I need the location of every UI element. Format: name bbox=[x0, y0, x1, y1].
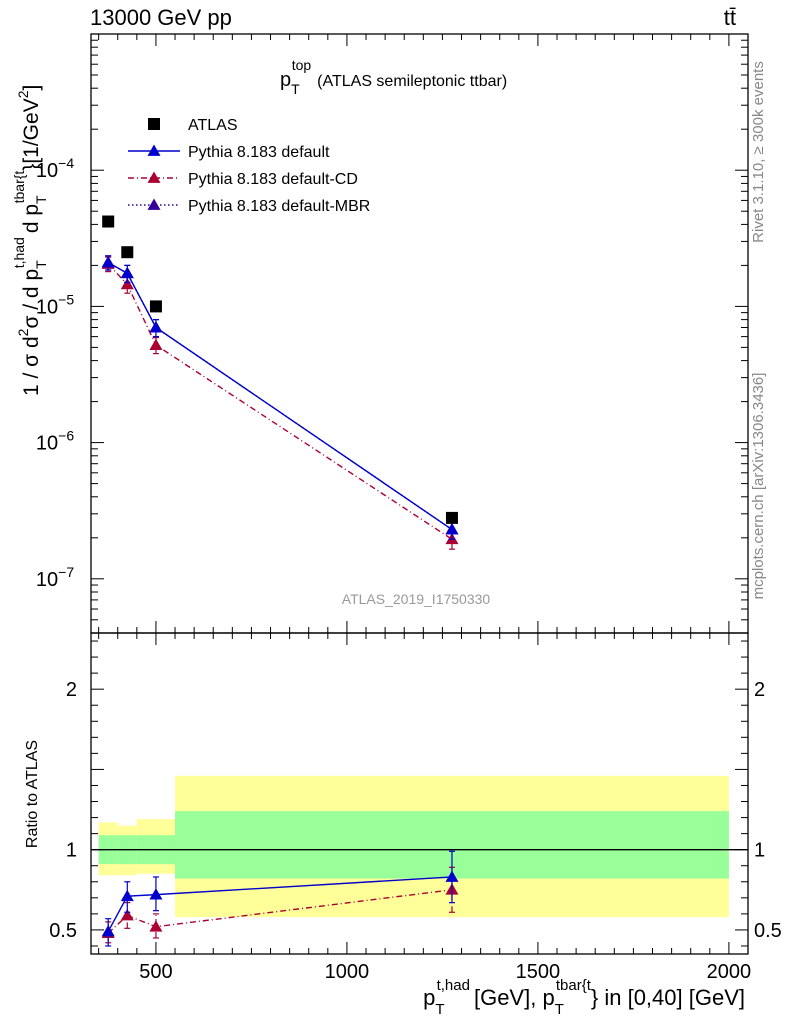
main-title-sub: T bbox=[291, 81, 300, 97]
legend-label: ATLAS bbox=[188, 117, 238, 134]
legend-item: Pythia 8.183 default bbox=[128, 144, 330, 161]
xlabel-part: T bbox=[435, 1001, 444, 1018]
y-tick-label: 10−4 bbox=[36, 155, 74, 182]
legend-item: Pythia 8.183 default-MBR bbox=[128, 198, 370, 215]
ratio-y-tick-label: 2 bbox=[66, 679, 77, 701]
x-tick-label: 1000 bbox=[325, 961, 370, 983]
ratio-marker bbox=[445, 870, 459, 882]
main-marker bbox=[101, 256, 115, 268]
main-data-point bbox=[149, 300, 162, 313]
legend-item: Pythia 8.183 default-CD bbox=[128, 171, 358, 188]
legend-marker bbox=[147, 198, 161, 210]
analysis-label: ATLAS_2019_I1750330 bbox=[342, 591, 491, 607]
ratio-ylabel: Ratio to ATLAS bbox=[24, 740, 41, 848]
xlabel-part: tbar{t bbox=[556, 977, 592, 994]
ylabel-part: } bbox=[20, 164, 43, 171]
x-tick-label: 500 bbox=[139, 961, 172, 983]
ratio-marker bbox=[120, 908, 134, 921]
legend-item: ATLAS bbox=[148, 117, 238, 134]
ratio-y-tick-label-right: 1 bbox=[754, 840, 765, 862]
ratio-y-tick-label: 0.5 bbox=[49, 920, 77, 942]
x-tick-label: 2000 bbox=[707, 961, 752, 983]
mcplots-label: mcplots.cern.ch [arXiv:1306.3436] bbox=[750, 373, 767, 600]
ratio-y-tick-label: 1 bbox=[66, 840, 77, 862]
ratio-series-line bbox=[107, 889, 453, 934]
legend-label: Pythia 8.183 default-MBR bbox=[188, 198, 370, 215]
main-marker bbox=[120, 277, 134, 290]
main-plot-area: 10−7 10−6 10−5 10−4 bbox=[36, 33, 749, 634]
xlabel-part: T bbox=[555, 1001, 564, 1018]
ratio-marker bbox=[149, 920, 163, 932]
legend-marker bbox=[147, 171, 161, 183]
xlabel-part: t,had bbox=[437, 977, 470, 994]
main-series-line bbox=[107, 263, 453, 540]
main-title-rest: (ATLAS semileptonic ttbar) bbox=[317, 73, 507, 90]
main-ylabel: 1 / σ d2σ / d pTt,hadd pTtbar{t}[1/GeV2] bbox=[11, 85, 49, 396]
xlabel-part: [GeV], p bbox=[474, 985, 555, 1010]
ylabel-part: 1 / σ d bbox=[20, 336, 43, 396]
ratio-marker bbox=[149, 888, 163, 900]
ylabel-part: ] bbox=[20, 85, 43, 91]
x-tick-label: 1500 bbox=[516, 961, 561, 983]
legend-label: Pythia 8.183 default-CD bbox=[188, 171, 358, 188]
main-series-line bbox=[107, 261, 453, 531]
rivet-label: Rivet 3.1.10, ≥ 300k events bbox=[750, 61, 767, 243]
ratio-series-line bbox=[107, 876, 453, 932]
ylabel-part: T bbox=[33, 195, 49, 204]
main-data-point bbox=[102, 215, 115, 228]
ratio-y-tick-label-right: 0.5 bbox=[754, 920, 782, 942]
legend-label: Pythia 8.183 default bbox=[188, 144, 330, 161]
ylabel-part: 2 bbox=[15, 328, 31, 336]
ratio-marker bbox=[101, 925, 115, 937]
y-tick-label: 10−7 bbox=[36, 564, 74, 591]
main-marker bbox=[149, 338, 163, 350]
ylabel-part: σ / d p bbox=[20, 269, 43, 329]
ratio-y-tick-label-right: 2 bbox=[754, 679, 765, 701]
xlabel: pTt,had [GeV], pTtbar{t} in [0,40] [GeV] bbox=[423, 977, 745, 1018]
main-title-sup: top bbox=[292, 57, 312, 73]
main-marker bbox=[149, 320, 163, 333]
main-title-p: p bbox=[280, 69, 291, 91]
main-data-point bbox=[445, 511, 458, 524]
energy-label: 13000 GeV pp bbox=[90, 5, 232, 30]
ratio-frame bbox=[90, 632, 749, 955]
ylabel-part: d p bbox=[20, 204, 43, 233]
xlabel-part: p bbox=[423, 985, 435, 1010]
y-tick-label: 10−6 bbox=[36, 428, 74, 455]
main-data-point bbox=[121, 246, 134, 259]
y-tick-label: 10−5 bbox=[36, 291, 74, 318]
legend-marker bbox=[148, 118, 160, 130]
ylabel-part: [1/GeV bbox=[20, 98, 43, 163]
ylabel-part: t,had bbox=[11, 237, 27, 268]
ylabel-part: 2 bbox=[15, 90, 31, 98]
main-marker bbox=[120, 266, 134, 279]
process-label: tt̄ bbox=[724, 5, 736, 30]
xlabel-part: } in [0,40] [GeV] bbox=[591, 985, 745, 1010]
ratio-marker bbox=[120, 889, 134, 902]
main-marker bbox=[445, 523, 459, 535]
main-title: pTtop (ATLAS semileptonic ttbar) bbox=[280, 57, 507, 97]
ylabel-part: T bbox=[33, 260, 49, 269]
legend-marker bbox=[147, 144, 161, 156]
legend: ATLAS Pythia 8.183 default Pythia 8.183 de… bbox=[128, 117, 370, 215]
ylabel-part: tbar{t bbox=[11, 171, 27, 204]
